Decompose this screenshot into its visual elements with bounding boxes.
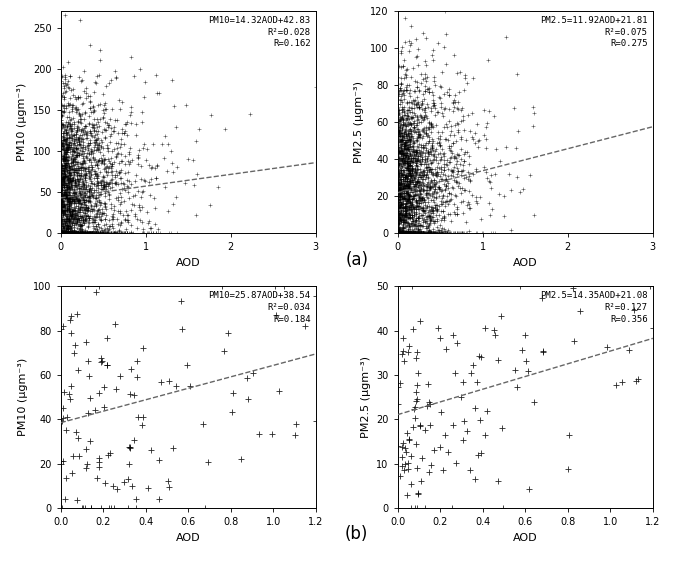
- Text: PM10=25.87AOD+38.54
R²=0.034
R=0.184: PM10=25.87AOD+38.54 R²=0.034 R=0.184: [209, 291, 311, 324]
- Text: (b): (b): [345, 525, 368, 543]
- X-axis label: AOD: AOD: [176, 258, 201, 267]
- X-axis label: AOD: AOD: [513, 258, 538, 267]
- X-axis label: AOD: AOD: [176, 533, 201, 543]
- Text: PM2.5=11.92AOD+21.81
R²=0.075
R=0.275: PM2.5=11.92AOD+21.81 R²=0.075 R=0.275: [540, 16, 647, 48]
- Y-axis label: PM2.5 (μgm⁻³): PM2.5 (μgm⁻³): [361, 356, 371, 438]
- X-axis label: AOD: AOD: [513, 533, 538, 543]
- Y-axis label: PM10 (μgm⁻³): PM10 (μgm⁻³): [17, 358, 28, 437]
- Text: PM10=14.32AOD+42.83
R²=0.028
R=0.162: PM10=14.32AOD+42.83 R²=0.028 R=0.162: [209, 16, 311, 48]
- Text: (a): (a): [345, 251, 368, 269]
- Y-axis label: PM10 (μgm⁻³): PM10 (μgm⁻³): [17, 83, 28, 161]
- Y-axis label: PM2.5 (μgm⁻³): PM2.5 (μgm⁻³): [355, 81, 365, 163]
- Text: PM2.5=14.35AOD+21.08
R²=0.127
R=0.356: PM2.5=14.35AOD+21.08 R²=0.127 R=0.356: [540, 291, 647, 324]
